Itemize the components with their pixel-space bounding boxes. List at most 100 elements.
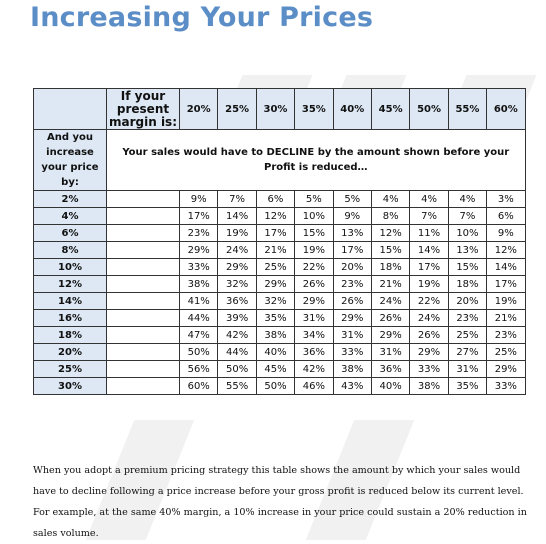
- decline-value-cell: 26%: [332, 292, 372, 310]
- decline-value-cell: 15%: [447, 258, 488, 276]
- table-body: If your present margin is: 20% 25% 30% 35% 4…: [33, 88, 526, 395]
- decline-value-cell: 17%: [178, 207, 219, 225]
- decline-value-cell: 50%: [255, 377, 296, 395]
- empty-cell: [106, 224, 180, 242]
- decline-value-cell: 33%: [409, 360, 449, 378]
- decline-value-cell: 42%: [294, 360, 334, 378]
- decline-value-cell: 20%: [447, 292, 488, 310]
- table-row: 12% 38% 32% 29% 26% 23% 21% 19% 18% 17%: [33, 275, 526, 293]
- decline-value-cell: 43%: [332, 377, 372, 395]
- margin-header-row: If your present margin is: 20% 25% 30% 35% 4…: [33, 88, 526, 130]
- price-increase-cell: 6%: [33, 224, 107, 242]
- decline-value-cell: 22%: [409, 292, 449, 310]
- decline-message: Your sales would have to DECLINE by the …: [106, 129, 526, 191]
- decline-value-cell: 18%: [447, 275, 488, 293]
- decline-value-cell: 60%: [178, 377, 219, 395]
- decline-value-cell: 14%: [217, 207, 257, 225]
- decline-value-cell: 27%: [447, 343, 488, 361]
- decline-value-cell: 17%: [332, 241, 372, 259]
- price-increase-cell: 30%: [33, 377, 107, 395]
- decline-value-cell: 21%: [370, 275, 411, 293]
- decline-value-cell: 38%: [255, 326, 296, 344]
- decline-value-cell: 9%: [332, 207, 372, 225]
- decline-value-cell: 26%: [370, 309, 411, 327]
- decline-value-cell: 25%: [255, 258, 296, 276]
- decline-value-cell: 41%: [178, 292, 219, 310]
- decline-value-cell: 31%: [447, 360, 488, 378]
- table-row: 16% 44% 39% 35% 31% 29% 26% 24% 23% 21%: [33, 309, 526, 327]
- decline-value-cell: 13%: [447, 241, 488, 259]
- decline-value-cell: 4%: [447, 190, 488, 208]
- price-increase-cell: 14%: [33, 292, 107, 310]
- margin-header-9: 60%: [486, 88, 526, 130]
- margin-header-2: 25%: [217, 88, 257, 130]
- table-row: 25% 56% 50% 45% 42% 38% 36% 33% 31% 29%: [33, 360, 526, 378]
- empty-cell: [106, 377, 180, 395]
- price-increase-cell: 20%: [33, 343, 107, 361]
- decline-value-cell: 12%: [370, 224, 411, 242]
- decline-value-cell: 19%: [409, 275, 449, 293]
- table-row: 18% 47% 42% 38% 34% 31% 29% 26% 25% 23%: [33, 326, 526, 344]
- decline-value-cell: 6%: [486, 207, 526, 225]
- empty-cell: [106, 343, 180, 361]
- decline-value-cell: 33%: [486, 377, 526, 395]
- decline-value-cell: 20%: [332, 258, 372, 276]
- decline-value-cell: 55%: [217, 377, 257, 395]
- decline-value-cell: 39%: [217, 309, 257, 327]
- page-title: Increasing Your Prices: [30, 2, 374, 33]
- decline-value-cell: 25%: [486, 343, 526, 361]
- decline-value-cell: 9%: [178, 190, 219, 208]
- decline-value-cell: 40%: [370, 377, 411, 395]
- decline-value-cell: 4%: [409, 190, 449, 208]
- empty-cell: [106, 207, 180, 225]
- decline-value-cell: 44%: [178, 309, 219, 327]
- margin-header-label: If your present margin is:: [106, 88, 180, 130]
- decline-value-cell: 47%: [178, 326, 219, 344]
- decline-value-cell: 33%: [332, 343, 372, 361]
- table-row: 4% 17% 14% 12% 10% 9% 8% 7% 7% 6%: [33, 207, 526, 225]
- decline-value-cell: 29%: [409, 343, 449, 361]
- decline-value-cell: 21%: [486, 309, 526, 327]
- decline-value-cell: 5%: [332, 190, 372, 208]
- decline-value-cell: 23%: [178, 224, 219, 242]
- decline-value-cell: 40%: [255, 343, 296, 361]
- table-row: 6% 23% 19% 17% 15% 13% 12% 11% 10% 9%: [33, 224, 526, 242]
- decline-value-cell: 29%: [486, 360, 526, 378]
- decline-value-cell: 34%: [294, 326, 334, 344]
- message-row: And you increase your price by: Your sal…: [33, 129, 526, 191]
- price-increase-table: If your present margin is: 20% 25% 30% 35% 4…: [33, 88, 526, 395]
- decline-value-cell: 21%: [255, 241, 296, 259]
- decline-value-cell: 17%: [486, 275, 526, 293]
- empty-cell: [106, 360, 180, 378]
- price-increase-cell: 25%: [33, 360, 107, 378]
- decline-value-cell: 15%: [294, 224, 334, 242]
- decline-value-cell: 11%: [409, 224, 449, 242]
- margin-header-3: 30%: [255, 88, 296, 130]
- price-increase-cell: 2%: [33, 190, 107, 208]
- decline-value-cell: 45%: [255, 360, 296, 378]
- decline-value-cell: 44%: [217, 343, 257, 361]
- decline-value-cell: 3%: [486, 190, 526, 208]
- empty-cell: [106, 241, 180, 259]
- decline-value-cell: 19%: [217, 224, 257, 242]
- decline-value-cell: 7%: [409, 207, 449, 225]
- decline-value-cell: 17%: [409, 258, 449, 276]
- price-increase-cell: 12%: [33, 275, 107, 293]
- decline-value-cell: 29%: [370, 326, 411, 344]
- decline-value-cell: 32%: [217, 275, 257, 293]
- empty-cell: [106, 258, 180, 276]
- decline-value-cell: 32%: [255, 292, 296, 310]
- decline-value-cell: 24%: [370, 292, 411, 310]
- decline-value-cell: 50%: [178, 343, 219, 361]
- margin-header-5: 40%: [332, 88, 372, 130]
- table-row: 30% 60% 55% 50% 46% 43% 40% 38% 35% 33%: [33, 377, 526, 395]
- decline-value-cell: 35%: [447, 377, 488, 395]
- empty-cell: [106, 292, 180, 310]
- decline-value-cell: 13%: [332, 224, 372, 242]
- price-increase-cell: 8%: [33, 241, 107, 259]
- decline-value-cell: 35%: [255, 309, 296, 327]
- decline-value-cell: 12%: [255, 207, 296, 225]
- decline-value-cell: 5%: [294, 190, 334, 208]
- decline-value-cell: 19%: [294, 241, 334, 259]
- margin-header-8: 55%: [447, 88, 488, 130]
